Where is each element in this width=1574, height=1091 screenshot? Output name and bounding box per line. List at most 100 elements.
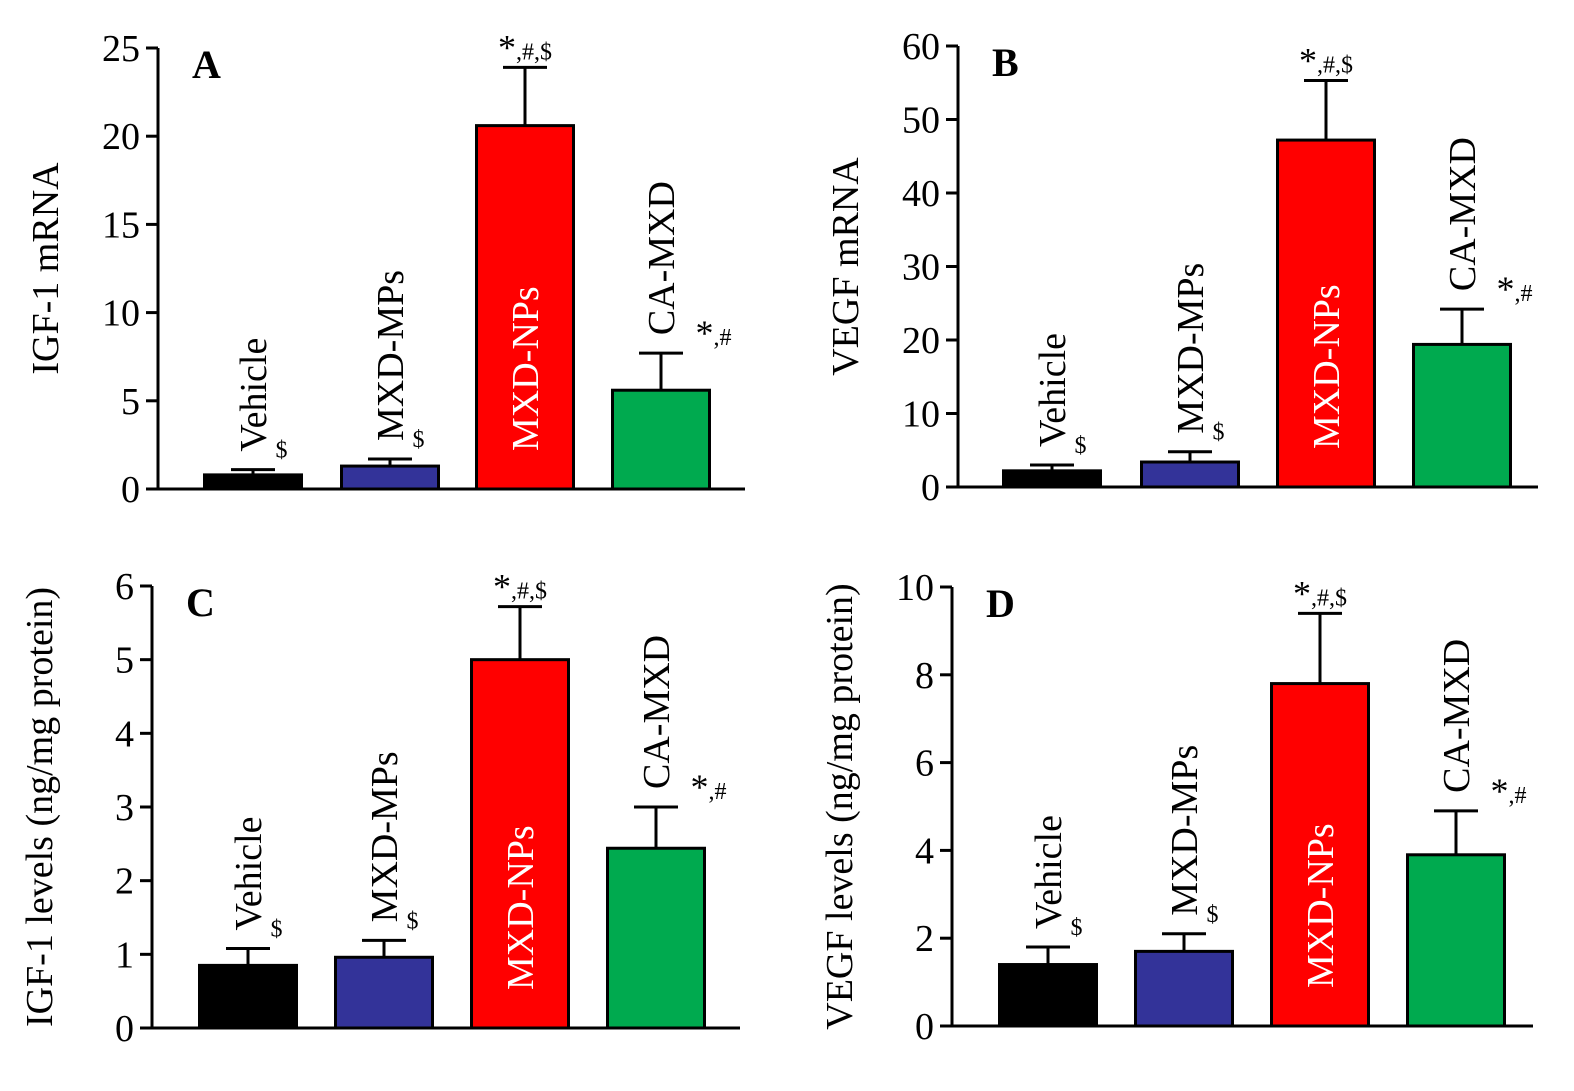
significance-marker: $ <box>271 916 283 942</box>
significance-glyph: , <box>1311 585 1317 611</box>
y-tick-label: 5 <box>115 640 134 682</box>
significance-glyph: # <box>720 325 732 351</box>
bar-ca-mxd <box>1406 853 1506 1028</box>
y-tick-label: 4 <box>115 713 134 755</box>
panel-letter: C <box>186 580 215 625</box>
category-label: MXD-MPs <box>1170 263 1212 434</box>
significance-glyph: $ <box>1213 420 1225 446</box>
y-tick-label: 60 <box>902 26 940 68</box>
significance-marker: *,# <box>696 313 732 353</box>
bar-mxd-mps <box>1134 949 1234 1028</box>
significance-glyph: , <box>714 325 720 351</box>
bar-vehicle <box>198 963 298 1030</box>
significance-marker: *,#,$ <box>493 567 547 607</box>
bar-mxd-mps <box>340 464 440 491</box>
significance-marker: $ <box>1213 420 1225 446</box>
significance-glyph: $ <box>1341 53 1353 79</box>
y-tick-label: 2 <box>115 861 134 903</box>
significance-marker: $ <box>1071 915 1083 941</box>
significance-glyph: $ <box>1071 915 1083 941</box>
significance-glyph: , <box>1509 783 1515 809</box>
significance-marker: *,# <box>1491 771 1527 811</box>
category-label: MXD-NPs <box>1306 284 1348 449</box>
significance-marker: $ <box>1207 902 1219 928</box>
significance-glyph: , <box>1317 53 1323 79</box>
significance-glyph: # <box>1515 783 1527 809</box>
y-tick-label: 50 <box>902 100 940 142</box>
significance-glyph: $ <box>1207 902 1219 928</box>
y-tick-label: 3 <box>115 787 134 829</box>
y-tick-label: 0 <box>921 467 940 509</box>
significance-glyph: $ <box>276 438 288 464</box>
significance-glyph: # <box>1521 281 1533 307</box>
significance-marker: *,#,$ <box>1293 573 1347 613</box>
y-tick-label: 8 <box>915 655 934 697</box>
significance-glyph: , <box>1515 281 1521 307</box>
significance-glyph: , <box>529 579 535 605</box>
panel-letter: A <box>192 42 221 87</box>
category-label: MXD-NPs <box>1300 823 1342 988</box>
significance-glyph: , <box>709 779 715 805</box>
bar-mxd-nps <box>470 658 570 1030</box>
category-label: MXD-MPs <box>370 270 412 441</box>
category-label: MXD-NPs <box>500 825 542 990</box>
y-tick-label: 15 <box>102 204 140 246</box>
significance-glyph: $ <box>271 916 283 942</box>
significance-glyph: $ <box>1335 585 1347 611</box>
significance-marker: $ <box>1075 433 1087 459</box>
bar-ca-mxd <box>1412 342 1512 489</box>
y-tick-label: 0 <box>121 469 140 511</box>
category-label: Vehicle <box>1032 333 1074 447</box>
category-label: CA-MXD <box>636 635 678 789</box>
y-tick-label: 40 <box>902 173 940 215</box>
category-label: Vehicle <box>228 816 270 930</box>
significance-glyph: $ <box>540 39 552 65</box>
category-label: Vehicle <box>233 338 275 452</box>
panel-c: 0 1 2 3 4 5 6 IGF-1 levels (ng/mg protein) C Vehi… <box>19 566 740 1050</box>
y-tick-label: 0 <box>115 1008 134 1050</box>
y-axis-label: VEGF mRNA <box>825 157 867 376</box>
significance-glyph: , <box>534 39 540 65</box>
significance-marker: *,# <box>1497 269 1533 309</box>
y-axis-label: IGF-1 levels (ng/mg protein) <box>19 587 61 1027</box>
category-label: CA-MXD <box>1436 639 1478 793</box>
y-tick-label: 6 <box>915 743 934 785</box>
significance-glyph: , <box>1335 53 1341 79</box>
bar-mxd-mps <box>1140 460 1240 489</box>
significance-glyph: , <box>511 579 517 605</box>
significance-glyph: * <box>1299 41 1317 81</box>
significance-glyph: $ <box>407 908 419 934</box>
bar-mxd-nps <box>475 124 575 491</box>
significance-marker: $ <box>407 908 419 934</box>
significance-marker: *,#,$ <box>1299 41 1353 81</box>
category-label: MXD-MPs <box>364 751 406 922</box>
significance-glyph: * <box>498 27 516 67</box>
significance-glyph: # <box>1317 585 1329 611</box>
significance-marker: $ <box>276 438 288 464</box>
significance-marker: $ <box>413 427 425 453</box>
significance-glyph: * <box>1497 269 1515 309</box>
significance-glyph: * <box>1293 573 1311 613</box>
significance-glyph: # <box>522 39 534 65</box>
significance-glyph: $ <box>1075 433 1087 459</box>
y-tick-label: 10 <box>896 567 934 609</box>
bar-mxd-nps <box>1276 138 1376 489</box>
panel-d: 0 2 4 6 8 10 VEGF levels (ng/mg protein) D Vehic… <box>819 567 1533 1048</box>
y-tick-label: 30 <box>902 247 940 289</box>
bar-ca-mxd <box>606 846 706 1030</box>
significance-marker: *,#,$ <box>498 27 552 67</box>
y-tick-label: 5 <box>121 381 140 423</box>
y-tick-label: 6 <box>115 566 134 608</box>
category-label: MXD-NPs <box>505 286 547 451</box>
bar-vehicle <box>1002 469 1102 489</box>
category-label: Vehicle <box>1028 815 1070 929</box>
significance-glyph: * <box>493 567 511 607</box>
bar-mxd-mps <box>334 955 434 1030</box>
y-tick-label: 2 <box>915 918 934 960</box>
panel-letter: B <box>992 40 1019 85</box>
y-tick-label: 20 <box>902 320 940 362</box>
y-tick-label: 1 <box>115 934 134 976</box>
